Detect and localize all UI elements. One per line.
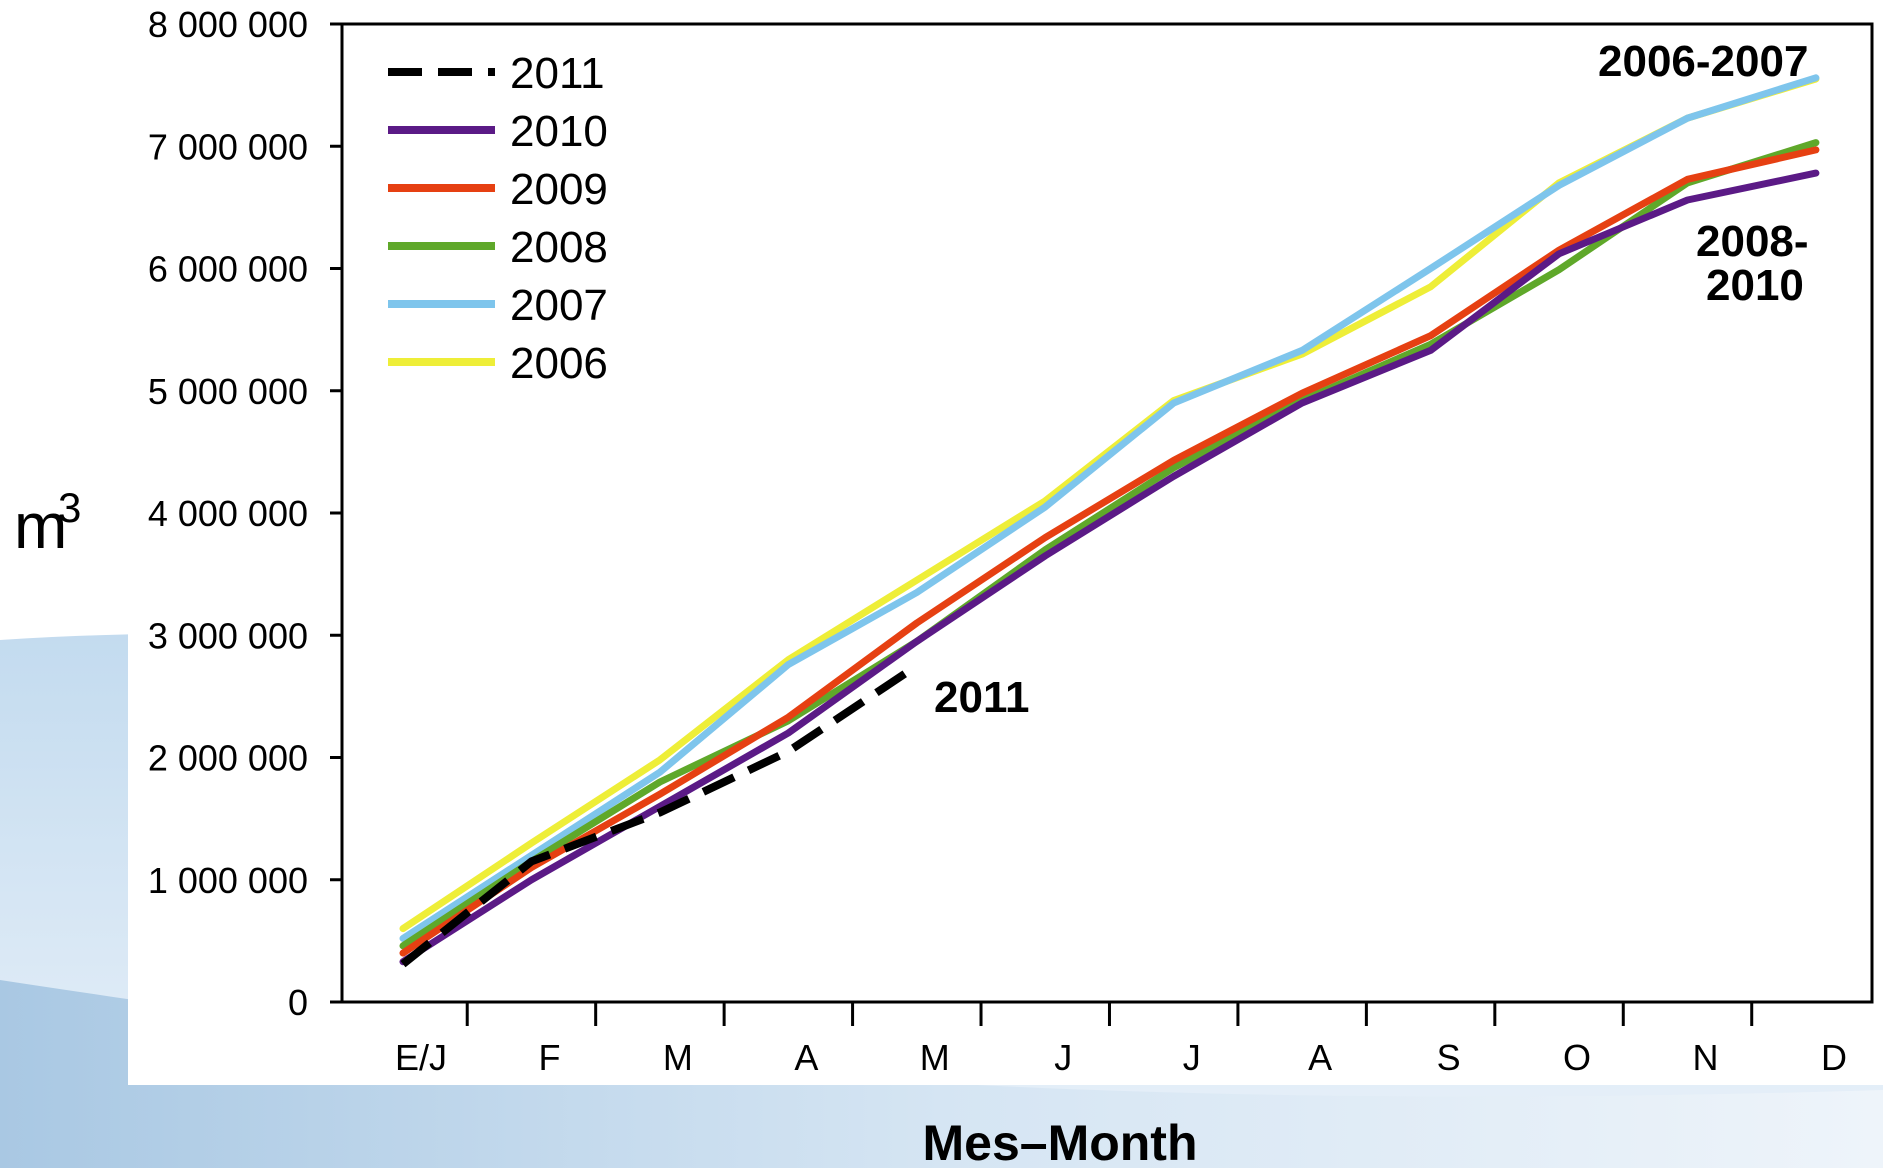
y-tick-label: 7 000 000 [148, 126, 308, 167]
y-tick-label: 3 000 000 [148, 615, 308, 656]
x-tick-label: J [1054, 1037, 1072, 1078]
x-tick-label: N [1693, 1037, 1719, 1078]
x-axis: E/J F M A M J J A S O N D [395, 1002, 1847, 1078]
y-axis-label-superscript: 3 [58, 484, 81, 531]
y-tick-label: 5 000 000 [148, 371, 308, 412]
legend-label-2011: 2011 [510, 49, 605, 98]
y-tick-label: 4 000 000 [148, 493, 308, 534]
x-tick-label: A [1308, 1037, 1332, 1078]
x-tick-label: S [1437, 1037, 1461, 1078]
series-line-2009 [399, 146, 1820, 957]
x-tick-label: D [1821, 1037, 1847, 1078]
annotation-2006-2007: 2006-2007 [1598, 37, 1808, 86]
y-tick-label: 6 000 000 [148, 249, 308, 290]
series-line-2008 [399, 139, 1820, 950]
y-axis: 0 1 000 000 2 000 000 3 000 000 4 000 000 5 0… [148, 4, 342, 1023]
x-tick-label: J [1183, 1037, 1201, 1078]
annotation-2008: 2008- [1696, 217, 1809, 266]
x-axis-label: Mes–Month [923, 1115, 1198, 1168]
x-tick-label: F [538, 1037, 560, 1078]
series-line-2007 [399, 74, 1820, 942]
series-line-2010 [399, 169, 1820, 966]
legend-label-2007: 2007 [510, 281, 608, 330]
x-tick-label: A [794, 1037, 818, 1078]
legend-label-2006: 2006 [510, 339, 608, 388]
legend-label-2008: 2008 [510, 223, 608, 272]
y-tick-label: 8 000 000 [148, 4, 308, 45]
annotation-2011: 2011 [934, 673, 1029, 722]
y-axis-label-text: m [14, 490, 67, 562]
series-line-2011 [400, 662, 920, 968]
x-tick-label: O [1563, 1037, 1591, 1078]
x-tick-label: M [663, 1037, 693, 1078]
x-tick-label: M [920, 1037, 950, 1078]
y-tick-label: 0 [288, 982, 308, 1023]
y-tick-label: 1 000 000 [148, 860, 308, 901]
legend-label-2009: 2009 [510, 165, 608, 214]
legend: 2011 2010 2009 2008 2007 2006 [388, 49, 608, 388]
legend-label-2010: 2010 [510, 107, 608, 156]
y-axis-label: m 3 [14, 484, 81, 562]
y-tick-label: 2 000 000 [148, 738, 308, 779]
x-tick-label: E/J [395, 1037, 447, 1078]
annotation-2010: 2010 [1706, 261, 1804, 310]
